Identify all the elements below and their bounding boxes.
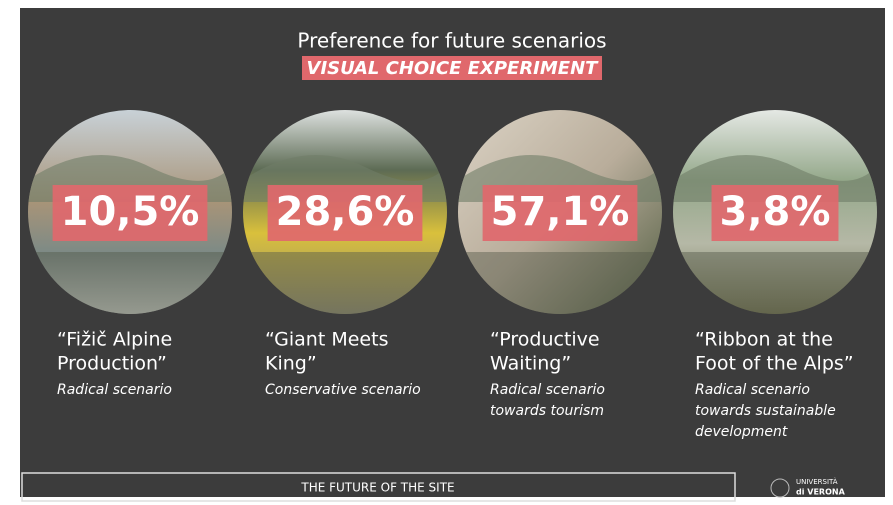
scenario-name: “Giant Meets: [265, 329, 388, 351]
scenario-name: King”: [265, 353, 317, 375]
scenario-name: Production”: [57, 353, 167, 375]
scenario-description: towards tourism: [490, 403, 604, 419]
logo-text: UNIVERSITÀ: [796, 477, 838, 486]
footer-section: THE FUTURE OF THE SITE: [300, 481, 454, 495]
share-value: 3,8%: [720, 189, 831, 235]
scenario-name: “Ribbon at the: [695, 329, 833, 351]
logo-text: di VERONA: [796, 488, 846, 497]
scenario-name: “Productive: [490, 329, 600, 351]
scenario-description: Radical scenario: [695, 382, 810, 398]
subtitle: VISUAL CHOICE EXPERIMENT: [307, 58, 600, 79]
scenario-description: Radical scenario: [57, 382, 172, 398]
title: Preference for future scenarios: [297, 29, 606, 53]
share-value: 57,1%: [491, 189, 630, 235]
slide: Preference for future scenarios VISUAL C…: [0, 0, 893, 505]
scenario-name: Foot of the Alps”: [695, 353, 854, 375]
scenario-description: towards sustainable: [695, 403, 836, 419]
scenario-description: Radical scenario: [490, 382, 605, 398]
share-value: 28,6%: [276, 189, 415, 235]
scenario-description: Conservative scenario: [265, 382, 421, 398]
share-value: 10,5%: [61, 189, 200, 235]
scenario-description: development: [695, 424, 788, 440]
scenario-name: Waiting”: [490, 353, 571, 375]
scenario-name: “Fižič Alpine: [57, 329, 172, 351]
